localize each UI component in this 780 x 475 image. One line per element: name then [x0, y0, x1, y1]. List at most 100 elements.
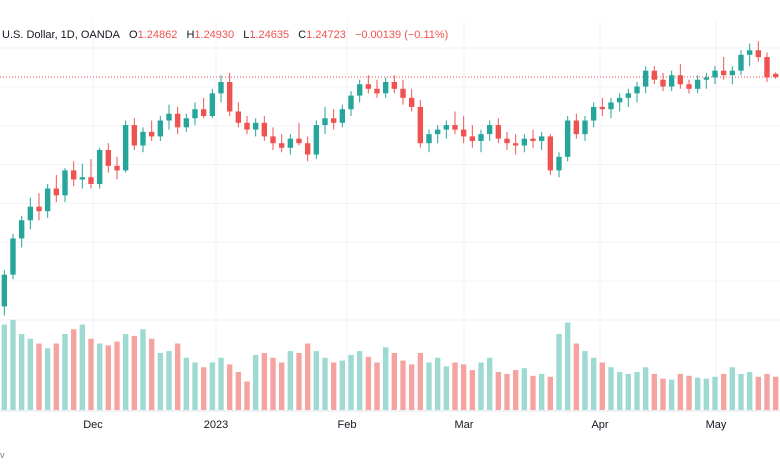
candle-body [296, 138, 302, 144]
ohlc-legend: U.S. Dollar, 1D, OANDA O1.24862 H1.24930… [2, 29, 448, 41]
candle-body [226, 82, 233, 112]
volume-bar [521, 368, 528, 410]
volume-bar [616, 372, 623, 410]
candle-body [764, 57, 770, 78]
volume-bar [18, 334, 25, 410]
candle-body [746, 50, 753, 55]
volume-bar [10, 319, 16, 410]
volume-bar [27, 338, 34, 410]
volume-bar [417, 353, 424, 410]
candle-body [417, 106, 424, 144]
candle-body [96, 150, 103, 184]
volume-bar [651, 373, 658, 410]
volume-bar [270, 357, 276, 410]
candle-body [408, 97, 415, 107]
candle-body [382, 82, 389, 94]
volume-bar [391, 353, 398, 410]
volume-bar [538, 373, 545, 410]
volume-bar [244, 381, 250, 410]
volume-bar [278, 362, 285, 410]
volume-bar [322, 357, 328, 410]
candle-body [88, 177, 94, 184]
candle-body [599, 106, 606, 110]
candle-body [556, 156, 562, 171]
volume-bar [356, 351, 363, 410]
candle-body [278, 143, 285, 148]
candle-body [469, 136, 476, 141]
volume-bar [1, 324, 8, 410]
volume-bar [443, 366, 450, 410]
volume-bar [53, 343, 60, 410]
candle-body [70, 170, 77, 180]
candle-body [504, 138, 510, 144]
volume-bar [226, 364, 233, 410]
candle-body [114, 165, 120, 171]
volume-bar [313, 351, 320, 410]
candle-body [183, 118, 190, 128]
volume-bar [573, 343, 580, 410]
candle-body [642, 70, 649, 87]
volume-bar [686, 375, 692, 410]
candle-body [374, 88, 380, 94]
low-label: L [243, 29, 250, 41]
x-tick-label: May [706, 419, 727, 431]
footer-mark: v [0, 450, 5, 460]
volume-bar [148, 338, 155, 410]
candle-body [287, 138, 294, 148]
candle-body [122, 125, 129, 171]
candle-body [18, 220, 25, 239]
candle-body [1, 274, 8, 307]
candle-body [694, 79, 701, 89]
candle-body [738, 54, 744, 71]
candle-body [772, 73, 779, 78]
volume-bar [469, 370, 476, 410]
volume-bar [677, 373, 684, 410]
volume-bar [183, 357, 190, 410]
volume-bar [140, 329, 146, 410]
volume-bar [564, 322, 571, 410]
candle-body [590, 106, 597, 121]
candle-body [44, 188, 51, 212]
volume-bar [504, 373, 510, 410]
x-tick-label: Apr [591, 419, 608, 431]
volume-bar [703, 378, 710, 410]
candle-body [365, 84, 372, 89]
volume-bar [209, 362, 216, 410]
candle-body [460, 129, 467, 137]
candle-body [174, 113, 181, 128]
candle-body [703, 77, 710, 80]
volume-bar [96, 343, 103, 410]
volume-bar [235, 372, 242, 410]
volume-bar [79, 324, 86, 410]
volume-bar [382, 347, 389, 410]
volume-bar [252, 354, 259, 410]
volume-bar [192, 362, 198, 410]
candle-body [530, 138, 536, 141]
volume-bar [339, 360, 346, 410]
volume-bar [478, 362, 484, 410]
volume-bar [304, 343, 311, 410]
candle-body [634, 86, 640, 94]
low-value: 1.24635 [249, 29, 290, 41]
candle-body [252, 122, 259, 130]
candle-body [391, 82, 398, 89]
volume-bar [495, 372, 502, 410]
candle-body [582, 120, 588, 135]
candle-body [313, 125, 320, 155]
volume-bar [712, 376, 718, 410]
volume-bar [755, 376, 762, 410]
x-tick-label: Mar [455, 419, 474, 431]
candle-body [400, 88, 406, 98]
candle-body [573, 120, 580, 135]
x-tick-label: Feb [338, 419, 357, 431]
volume-bar [408, 364, 415, 410]
candle-body [235, 111, 242, 123]
candle-body [105, 150, 112, 166]
candle-body [200, 109, 207, 116]
volume-bar [218, 357, 224, 410]
candle-body [356, 84, 363, 96]
volume-bar [582, 351, 588, 410]
candle-body [140, 131, 146, 146]
